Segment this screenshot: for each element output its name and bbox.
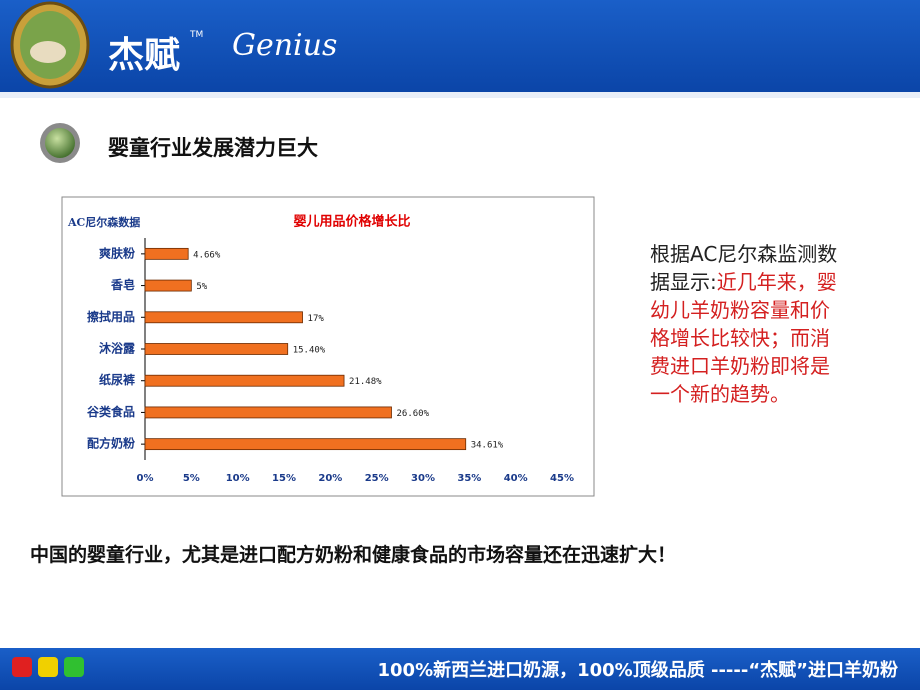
statement: 中国的婴童行业，尤其是进口配方奶粉和健康食品的市场容量还在迅速扩大！ xyxy=(30,544,677,566)
x-tick-label: 40% xyxy=(504,473,528,484)
chart: AC尼尔森数据 婴儿用品价格增长比 0% 5% 10% 15% 20% 25% 30% 35%… xyxy=(61,196,595,497)
x-tick-label: 25% xyxy=(365,473,389,484)
annotation: AC尼尔森数据 xyxy=(67,215,140,229)
value-label: 15.40% xyxy=(293,346,326,356)
bar xyxy=(144,343,289,355)
bar xyxy=(144,406,392,419)
logo xyxy=(10,1,90,89)
y-tick-label: 配方奶粉 xyxy=(87,436,135,451)
side-highlight: 近几年来，婴幼儿羊奶粉容量和价格增长比较快；而消费进口羊奶粉即将是一个新的趋势。 xyxy=(650,270,837,406)
side-intro: 根据AC尼尔森监测数据显示: xyxy=(650,242,838,294)
x-tick-label: 10% xyxy=(226,473,250,484)
chart-title: 婴儿用品价格增长比 xyxy=(293,214,410,230)
x-tick-label: 20% xyxy=(318,473,342,484)
y-tick-label: 谷类食品 xyxy=(87,404,135,419)
bar xyxy=(144,247,189,260)
x-tick-label: 5% xyxy=(183,473,200,484)
y-tick-label: 爽肤粉 xyxy=(99,245,135,260)
heading: 婴童行业发展潜力巨大 xyxy=(108,136,318,160)
bar xyxy=(144,438,467,451)
x-tick-label: 30% xyxy=(411,473,435,484)
value-label: 26.60% xyxy=(396,409,429,419)
y-tick-label: 纸尿裤 xyxy=(99,372,135,387)
x-tick-label: 35% xyxy=(457,473,481,484)
brand: 杰赋 xyxy=(108,35,181,76)
footer-band xyxy=(0,648,920,690)
value-label: 21.48% xyxy=(349,377,382,387)
y-tick-label: 沐浴露 xyxy=(99,341,136,356)
chart-frame xyxy=(61,196,595,497)
value-label: 17% xyxy=(308,314,325,324)
brand-en: Genius xyxy=(232,28,338,63)
y-tick-label: 擦拭用品 xyxy=(87,309,135,324)
bar xyxy=(144,311,303,324)
x-tick-label: 0% xyxy=(137,473,154,484)
bar xyxy=(144,374,345,387)
side-note: 根据AC尼尔森监测数据显示:近几年来，婴幼儿羊奶粉容量和价格增长比较快；而消费进… xyxy=(650,240,845,408)
footer-text: 100%新西兰进口奶源，100%顶级品质 -----“杰赋”进口羊奶粉 xyxy=(377,660,899,681)
y-tick-label: 香皂 xyxy=(110,277,135,292)
x-tick-label: 15% xyxy=(272,473,296,484)
value-label: 4.66% xyxy=(193,250,221,260)
bullet xyxy=(40,123,80,163)
trademark: TM xyxy=(190,30,204,40)
header-band xyxy=(0,0,920,98)
color-squares xyxy=(12,657,84,677)
bar xyxy=(144,279,192,292)
x-tick-label: 45% xyxy=(550,473,574,484)
value-label: 5% xyxy=(196,282,207,292)
value-label: 34.61% xyxy=(471,441,504,451)
